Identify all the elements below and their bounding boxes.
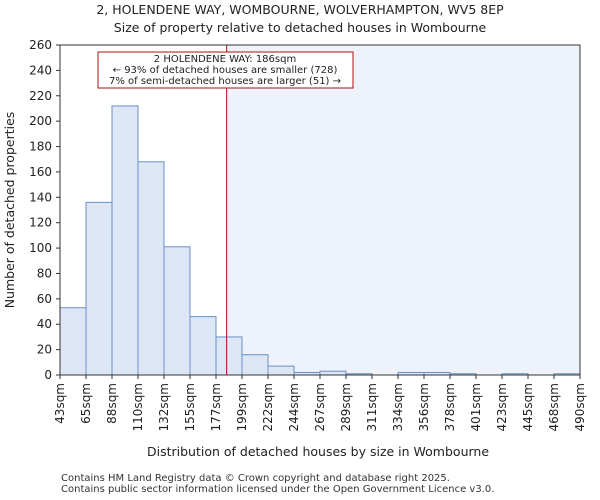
x-tick-label: 110sqm [131,383,145,431]
chart-title: 2, HOLENDENE WAY, WOMBOURNE, WOLVERHAMPT… [96,2,504,17]
x-tick-label: 334sqm [391,383,405,431]
x-tick-label: 65sqm [79,383,93,424]
bar [137,161,165,376]
plot-area: 0 20 40 60 80 100 120 140 160 180 200 220 240 260 43sq… [29,38,587,431]
x-tick-label: 445sqm [521,383,535,431]
x-tick-label: 199sqm [235,383,249,431]
x-tick-label: 132sqm [157,383,171,431]
y-tick-label: 100 [29,241,52,255]
footer-licence: Contains public sector information licen… [61,484,495,495]
x-axis-label: Distribution of detached houses by size … [147,444,489,459]
x-tick-label: 244sqm [287,383,301,431]
x-tick-label: 378sqm [443,383,457,431]
x-tick-label: 468sqm [547,383,561,431]
x-tick-label: 222sqm [261,383,275,431]
bar [319,370,347,376]
x-tick-label: 155sqm [183,383,197,431]
y-tick-label: 180 [29,140,52,154]
x-tick-label: 356sqm [417,383,431,431]
x-tick-label: 43sqm [53,383,67,424]
annotation-line-2: ← 93% of detached houses are smaller (72… [113,65,338,76]
annotation-border [97,51,354,89]
annotation-box: 2 HOLENDENE WAY: 186sqm ← 93% of detache… [97,51,354,89]
x-tick-label: 490sqm [573,383,587,431]
chart-subtitle: Size of property relative to detached ho… [114,20,487,35]
y-tick-label: 120 [29,216,52,230]
y-tick-label: 160 [29,165,52,179]
bar [241,354,269,376]
bar [163,246,191,376]
y-axis-label: Number of detached properties [2,112,17,309]
x-tick-label: 88sqm [105,383,119,424]
y-tick-label: 60 [37,292,52,306]
annotation-line-3: 7% of semi-detached houses are larger (5… [109,76,341,87]
annotation-line-1: 2 HOLENDENE WAY: 186sqm [154,54,296,65]
y-tick-label: 20 [37,343,52,357]
x-tick-label: 423sqm [495,383,509,431]
x-tick-label: 267sqm [313,383,327,431]
bar [215,336,243,376]
y-tick-label: 40 [37,317,52,331]
y-tick-label: 260 [29,38,52,52]
y-tick-label: 200 [29,114,52,128]
bar [85,201,113,376]
x-tick-label: 401sqm [469,383,483,431]
y-tick-label: 140 [29,190,52,204]
x-tick-label: 289sqm [339,383,353,431]
y-tick-label: 220 [29,89,52,103]
y-tick-label: 240 [29,63,52,77]
y-tick-label: 80 [37,266,52,280]
x-tick-label: 311sqm [365,383,379,431]
bar [111,105,139,376]
x-tick-label: 177sqm [209,383,223,431]
highlight-region [226,45,581,375]
bar [267,365,295,376]
y-tick-label: 0 [44,368,52,382]
bar [189,316,217,376]
footer-copyright: Contains HM Land Registry data © Crown c… [61,473,450,484]
bar [59,307,87,376]
